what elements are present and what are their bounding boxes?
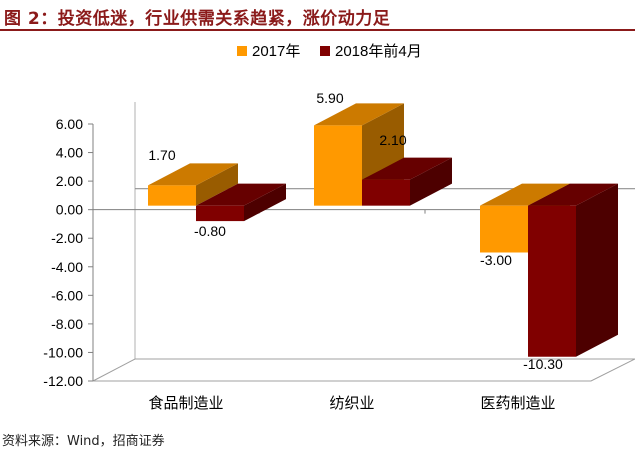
y-tick-label: -4.00 [51,259,83,275]
y-tick-label: 2.00 [56,173,83,189]
bar-side-2018-2 [576,183,618,357]
title-underline [0,29,635,31]
bar-top-2018-2 [528,183,618,206]
y-tick-label: -12.00 [43,373,83,389]
data-label-2017-2: -3.00 [480,252,512,268]
bar-2017-1 [314,125,362,206]
bar-top-2018-0 [196,183,286,206]
bar-top-2017-0 [148,163,238,186]
bar-2017-0 [148,185,196,206]
bar-2018-0 [196,205,244,222]
data-label-2017-1: 5.90 [316,90,343,106]
source-note: 资料来源：Wind，招商证券 [2,434,165,449]
figure-title: 图 2：投资低迷，行业供需关系趋紧，涨价动力足 [4,9,391,29]
data-label-2017-0: 1.70 [148,147,175,163]
legend-label-2018: 2018年前4月 [335,43,422,60]
bar-2017-2 [480,205,528,253]
data-label-2018-0: -0.80 [194,223,226,239]
bar-side-2018-1 [410,157,452,206]
legend-swatch-2018 [320,46,330,56]
y-tick-label: 4.00 [56,145,83,161]
bar-side-2018-0 [244,183,286,222]
data-label-2018-1: 2.10 [379,132,406,148]
chart-floor [92,358,635,382]
bar-2018-2 [528,205,576,357]
data-label-2018-2: -10.30 [523,356,563,372]
bar-side-2017-0 [196,163,238,206]
legend-label-2017: 2017年 [252,43,300,60]
title-bar: 图 2：投资低迷，行业供需关系趋紧，涨价动力足 [0,0,635,31]
bar-2018-1 [362,179,410,206]
category-label-2: 医药制造业 [480,395,555,412]
y-tick-label: -8.00 [51,316,83,332]
legend-swatch-2017 [237,46,247,56]
bar-top-2018-1 [362,157,452,180]
y-tick-label: -10.00 [43,344,83,360]
y-tick-label: -2.00 [51,230,83,246]
category-label-1: 纺织业 [329,395,374,412]
y-tick-label: 0.00 [56,202,83,218]
y-tick-label: 6.00 [56,116,83,132]
category-label-0: 食品制造业 [148,395,223,412]
bar-top-2017-1 [314,103,404,126]
bar-top-2017-2 [480,183,570,206]
y-tick-label: -6.00 [51,287,83,303]
bar-chart: 6.00 4.00 2.00 0.00 -2.00 -4.00 -6.00 -8.00 -10.… [43,43,635,412]
